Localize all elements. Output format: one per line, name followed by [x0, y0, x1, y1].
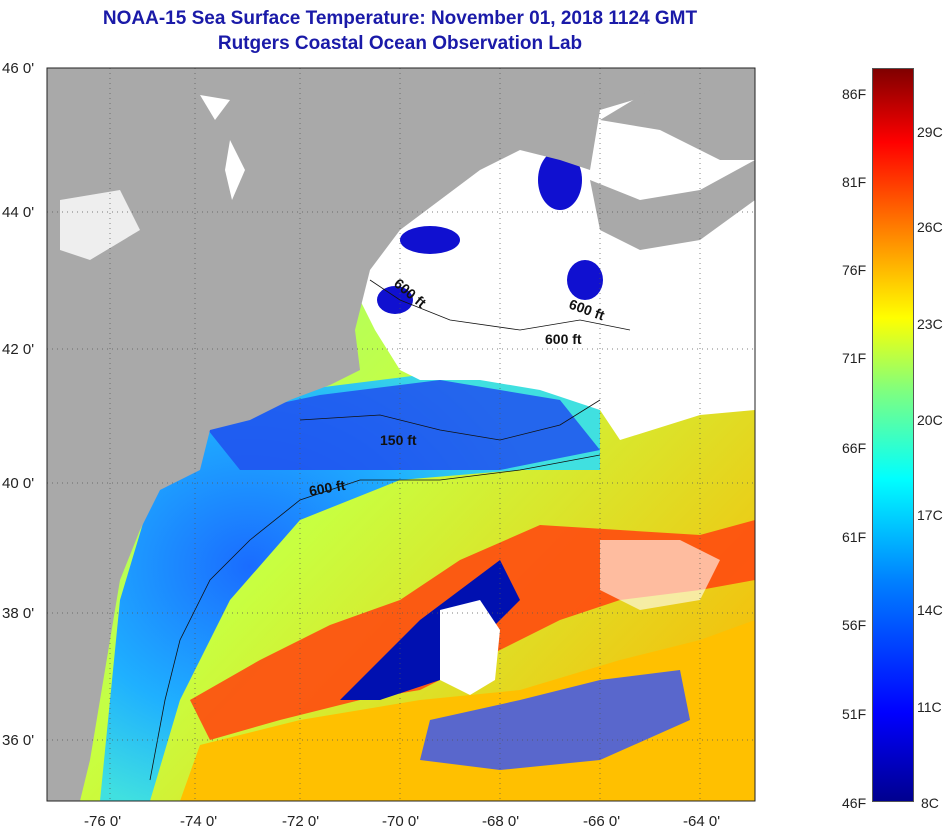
lon-label: -70 0' [382, 813, 419, 830]
lat-label: 38 0' [2, 605, 34, 622]
lon-label: -76 0' [84, 813, 121, 830]
land-mass-nova-scotia [600, 68, 755, 160]
shelf-water [100, 375, 600, 801]
lat-label: 36 0' [2, 732, 34, 749]
colorbar-f-label: 56F [842, 617, 867, 633]
isobath-label: 600 ft [545, 331, 582, 347]
warm-water [180, 620, 755, 801]
colorbar-f-label: 66F [842, 440, 867, 456]
colorbar-f-label: 71F [842, 350, 867, 366]
lon-label: -68 0' [482, 813, 519, 830]
temperature-colorbar [872, 68, 914, 802]
isobath-600ft [149, 454, 601, 781]
isobath-label: 600 ft [308, 477, 347, 499]
colorbar-f-label: 51F [842, 706, 867, 722]
cloud-patch [600, 540, 720, 610]
cold-core-ring [340, 560, 520, 700]
cold-patch [538, 150, 582, 210]
isobath-label: 150 ft [380, 432, 417, 448]
land-mass-nova-scotia [590, 160, 755, 250]
lake [60, 190, 140, 260]
lake [200, 95, 230, 120]
lat-label: 40 0' [2, 475, 34, 492]
cold-shelf-water [200, 380, 600, 470]
colorbar-c-label: 17C [917, 507, 943, 523]
cold-patch [567, 260, 603, 300]
lon-label: -74 0' [180, 813, 217, 830]
land-mass [47, 68, 755, 801]
isobath-150ft [299, 399, 601, 441]
lon-label: -72 0' [282, 813, 319, 830]
colorbar-f-label: 61F [842, 529, 867, 545]
map-title: NOAA-15 Sea Surface Temperature: Novembe… [102, 8, 698, 29]
colorbar-f-label: 46F [842, 795, 867, 811]
cold-eddy [420, 670, 690, 770]
map-frame [46, 67, 756, 802]
colorbar-f-label: 81F [842, 174, 867, 190]
isobath-600ft-gom [369, 279, 631, 331]
cloud-cover-south [440, 600, 500, 695]
colorbar-c-label: 11C [917, 699, 942, 715]
colorbar-c-label: 26C [917, 219, 943, 235]
cold-patch [377, 286, 413, 314]
colorbar-c-label: 29C [917, 124, 943, 140]
graticule [47, 68, 755, 801]
colorbar-c-label: 8C [921, 795, 939, 811]
lake [225, 140, 245, 200]
lon-label: -64 0' [683, 813, 720, 830]
cold-patch [400, 226, 460, 254]
colorbar-f-label: 76F [842, 262, 867, 278]
colorbar-c-label: 20C [917, 412, 943, 428]
lon-label: -66 0' [583, 813, 620, 830]
lat-label: 46 0' [2, 60, 34, 77]
colorbar-f-label: 86F [842, 86, 867, 102]
lat-label: 44 0' [2, 204, 34, 221]
lat-label: 42 0' [2, 341, 34, 358]
map-subtitle: Rutgers Coastal Ocean Observation Lab [217, 33, 583, 54]
colorbar-c-label: 14C [917, 602, 943, 618]
colorbar-c-label: 23C [917, 316, 943, 332]
